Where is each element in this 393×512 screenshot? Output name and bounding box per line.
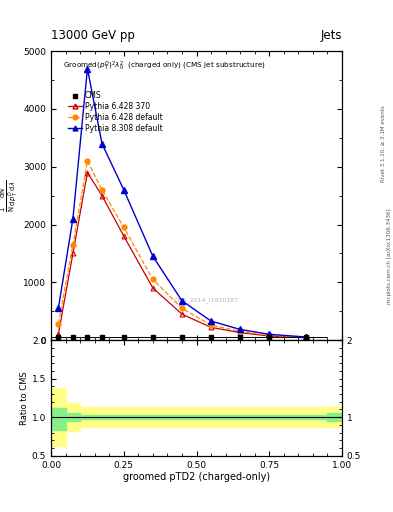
Text: mcplots.cern.ch [arXiv:1306.3436]: mcplots.cern.ch [arXiv:1306.3436]: [387, 208, 391, 304]
Y-axis label: Ratio to CMS: Ratio to CMS: [20, 371, 29, 425]
Y-axis label: $\frac{1}{\mathrm{N}}\frac{\mathrm{d}\mathrm{N}}{\mathrm{d}\,p_T^D\,\mathrm{d}\,: $\frac{1}{\mathrm{N}}\frac{\mathrm{d}\ma…: [0, 179, 20, 212]
Text: Groomed$(p_T^D)^2\lambda_0^2$  (charged only) (CMS jet substructure): Groomed$(p_T^D)^2\lambda_0^2$ (charged o…: [63, 60, 266, 73]
Text: Jets: Jets: [320, 29, 342, 42]
Text: CMS_2014_I1920187: CMS_2014_I1920187: [173, 297, 238, 303]
Legend: CMS, Pythia 6.428 370, Pythia 6.428 default, Pythia 8.308 default: CMS, Pythia 6.428 370, Pythia 6.428 defa…: [66, 90, 164, 135]
Text: Rivet 3.1.10, ≥ 3.1M events: Rivet 3.1.10, ≥ 3.1M events: [381, 105, 386, 182]
X-axis label: groomed pTD2 (charged-only): groomed pTD2 (charged-only): [123, 472, 270, 482]
Text: 13000 GeV pp: 13000 GeV pp: [51, 29, 135, 42]
